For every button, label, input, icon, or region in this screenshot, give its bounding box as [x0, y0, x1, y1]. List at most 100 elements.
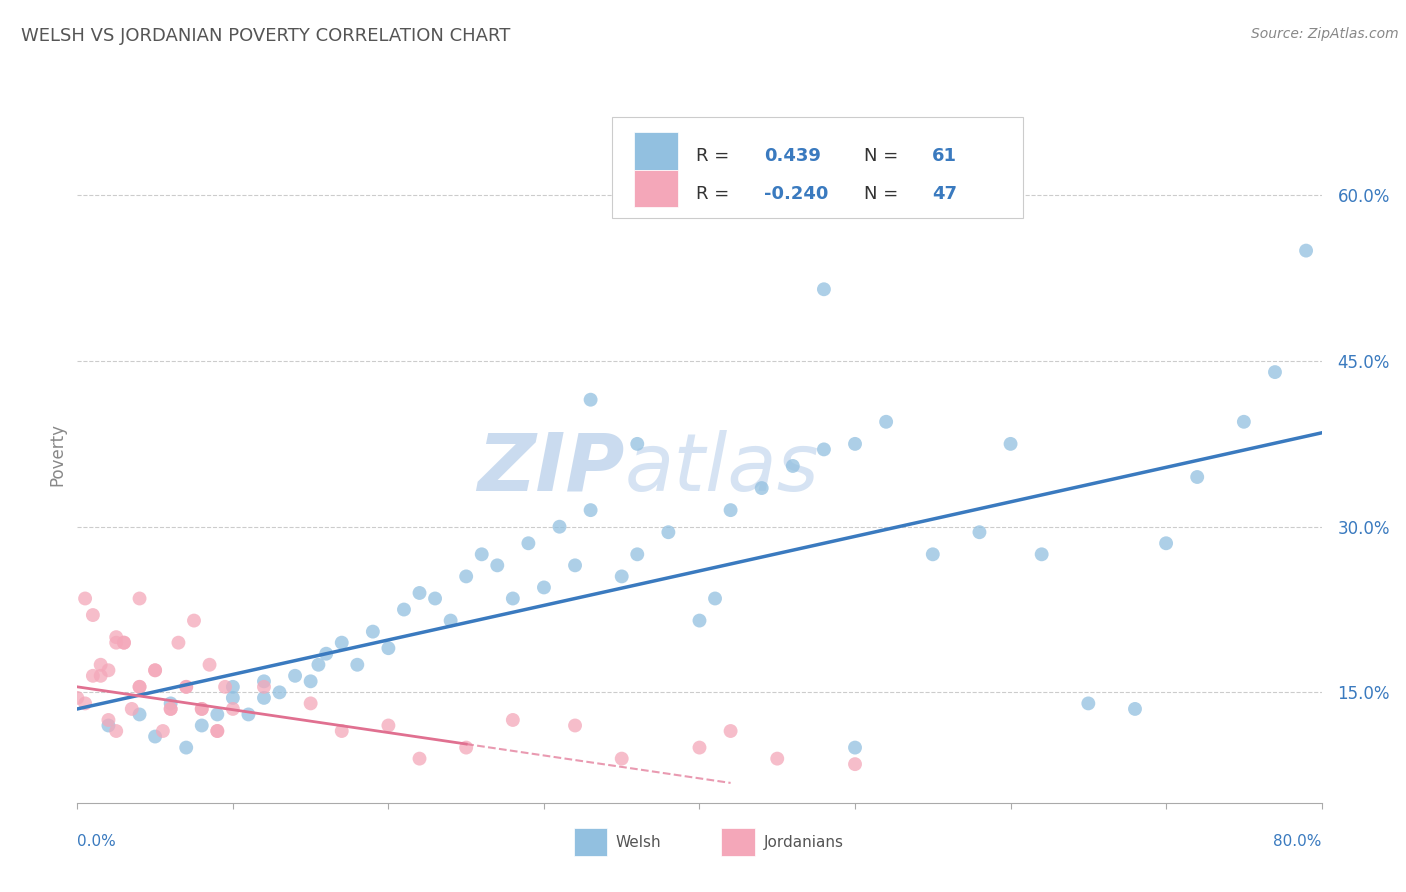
Point: [191, 702, 214, 716]
Point: [299, 674, 322, 689]
Point: [766, 751, 789, 765]
Point: [315, 647, 337, 661]
Point: [238, 707, 260, 722]
Point: [183, 614, 205, 628]
Point: [284, 669, 307, 683]
Point: [1233, 415, 1256, 429]
Point: [875, 415, 897, 429]
Point: [97, 713, 120, 727]
Point: [167, 635, 190, 649]
Point: [1000, 437, 1022, 451]
Point: [253, 690, 276, 705]
Point: [253, 680, 276, 694]
FancyBboxPatch shape: [634, 132, 678, 169]
Point: [112, 635, 135, 649]
Point: [222, 680, 245, 694]
Point: [269, 685, 291, 699]
Point: [579, 503, 602, 517]
Point: [330, 724, 353, 739]
FancyBboxPatch shape: [634, 169, 678, 207]
Point: [128, 591, 150, 606]
Point: [253, 674, 276, 689]
Point: [1031, 547, 1053, 561]
Text: R =: R =: [696, 185, 735, 203]
Point: [174, 680, 197, 694]
Point: [191, 718, 214, 732]
Point: [813, 442, 835, 457]
Point: [392, 602, 415, 616]
Point: [90, 657, 112, 672]
Text: atlas: atlas: [624, 430, 820, 508]
Point: [548, 519, 571, 533]
Point: [307, 657, 329, 672]
Point: [969, 525, 991, 540]
Point: [533, 581, 555, 595]
Text: WELSH VS JORDANIAN POVERTY CORRELATION CHART: WELSH VS JORDANIAN POVERTY CORRELATION C…: [21, 27, 510, 45]
Point: [159, 697, 181, 711]
Point: [844, 757, 866, 772]
Point: [90, 669, 112, 683]
Text: N =: N =: [863, 147, 904, 165]
Point: [207, 707, 229, 722]
Point: [456, 569, 478, 583]
Text: 80.0%: 80.0%: [1274, 834, 1322, 849]
Point: [720, 194, 742, 208]
Text: Jordanians: Jordanians: [763, 835, 844, 849]
Point: [471, 547, 494, 561]
Point: [564, 558, 586, 573]
Point: [720, 503, 742, 517]
Text: ZIP: ZIP: [478, 430, 624, 508]
Point: [921, 547, 943, 561]
Point: [1154, 536, 1177, 550]
Point: [704, 591, 727, 606]
Point: [82, 608, 104, 623]
Point: [408, 586, 430, 600]
Point: [97, 663, 120, 677]
Point: [689, 614, 711, 628]
Point: [844, 740, 866, 755]
Point: [377, 718, 399, 732]
Point: [198, 657, 221, 672]
Point: [626, 547, 648, 561]
Text: 61: 61: [932, 147, 957, 165]
Point: [1295, 244, 1317, 258]
Point: [440, 614, 463, 628]
Point: [66, 690, 89, 705]
Point: [813, 282, 835, 296]
Point: [143, 663, 166, 677]
Point: [128, 680, 150, 694]
Point: [105, 635, 128, 649]
Point: [1077, 697, 1099, 711]
Point: [97, 718, 120, 732]
Point: [105, 630, 128, 644]
Text: 0.439: 0.439: [765, 147, 821, 165]
Point: [689, 740, 711, 755]
Point: [143, 663, 166, 677]
Point: [502, 591, 524, 606]
Point: [720, 724, 742, 739]
Point: [112, 635, 135, 649]
Point: [844, 437, 866, 451]
Text: R =: R =: [696, 147, 735, 165]
Point: [214, 680, 236, 694]
Point: [128, 707, 150, 722]
Point: [207, 724, 229, 739]
Point: [174, 740, 197, 755]
Point: [1264, 365, 1286, 379]
Point: [751, 481, 773, 495]
FancyBboxPatch shape: [613, 118, 1024, 219]
Point: [486, 558, 509, 573]
Text: Source: ZipAtlas.com: Source: ZipAtlas.com: [1251, 27, 1399, 41]
Point: [143, 730, 166, 744]
Point: [75, 697, 97, 711]
Point: [1187, 470, 1209, 484]
Point: [207, 724, 229, 739]
Point: [1123, 702, 1146, 716]
Text: N =: N =: [863, 185, 904, 203]
Point: [579, 392, 602, 407]
Point: [128, 680, 150, 694]
Point: [502, 713, 524, 727]
Point: [330, 635, 353, 649]
Point: [782, 458, 804, 473]
Point: [408, 751, 430, 765]
